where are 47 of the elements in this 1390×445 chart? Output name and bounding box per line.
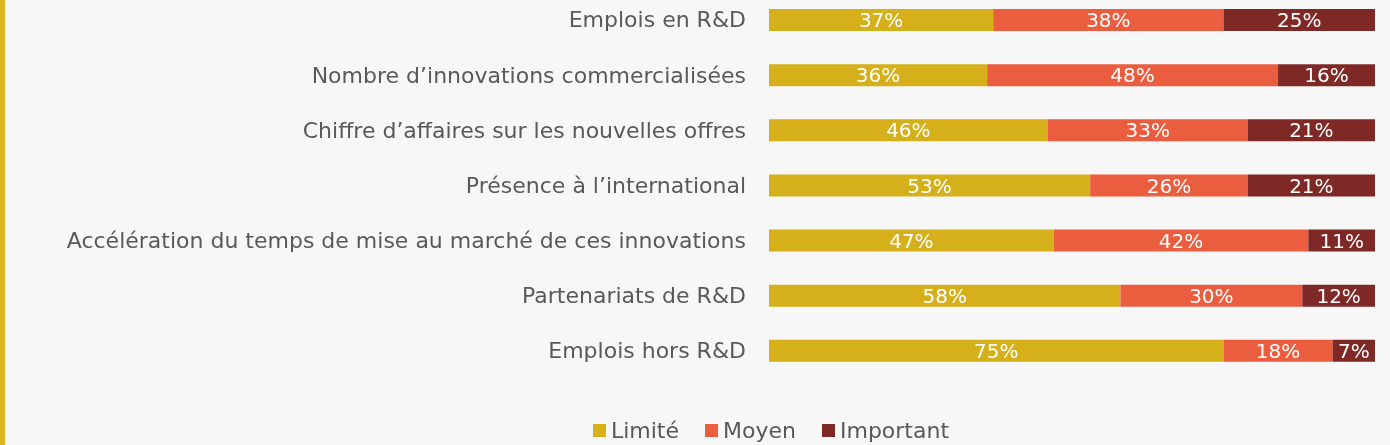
bar <box>1223 9 1375 31</box>
y-tick-label: Chiffre d’affaires sur les nouvelles offres <box>302 117 746 143</box>
y-tick-label: Emplois en R&D <box>568 7 746 33</box>
data-label: 33% <box>1125 118 1170 143</box>
bar <box>1247 174 1375 197</box>
data-label: 21% <box>1289 118 1334 143</box>
bar <box>987 64 1279 87</box>
bar <box>993 9 1224 31</box>
bar <box>769 9 994 31</box>
data-label: 46% <box>886 118 931 143</box>
y-tick-label: Présence à l’international <box>465 172 746 198</box>
bar <box>769 229 1054 252</box>
data-label: 25% <box>1277 8 1322 33</box>
legend-label: Important <box>839 418 950 443</box>
data-label: 47% <box>889 228 934 253</box>
bar <box>769 284 1121 307</box>
data-label: 58% <box>922 283 967 308</box>
bar <box>1047 119 1248 142</box>
y-tick-label: Emplois hors R&D <box>548 338 746 364</box>
data-label: 12% <box>1316 283 1361 308</box>
bar <box>1090 174 1248 197</box>
data-label: 30% <box>1189 283 1234 308</box>
data-label: 42% <box>1158 228 1204 253</box>
bar <box>769 174 1091 197</box>
y-tick-label: Partenariats de R&D <box>522 283 746 309</box>
data-label: 7% <box>1337 338 1370 363</box>
data-label: 48% <box>1110 63 1155 88</box>
data-label: 36% <box>855 63 901 88</box>
bar <box>1120 284 1303 307</box>
data-label: 37% <box>858 8 904 33</box>
data-label: 75% <box>974 338 1019 363</box>
y-tick-label: Nombre d’innovations commercialisées <box>311 62 746 88</box>
bar <box>1053 229 1309 252</box>
bar <box>769 64 988 87</box>
bar <box>769 119 1048 142</box>
data-label: 26% <box>1146 173 1192 198</box>
y-tick-label: Accélération du temps de mise au marché de ces innovations <box>66 227 746 253</box>
bar <box>1247 119 1375 142</box>
data-label: 16% <box>1304 63 1349 88</box>
data-label: 11% <box>1319 228 1364 253</box>
data-label: 21% <box>1289 173 1334 198</box>
data-label: 53% <box>907 173 952 198</box>
bar <box>769 339 1224 362</box>
legend-label: Limité <box>610 418 680 443</box>
data-label: 18% <box>1255 338 1301 363</box>
legend-label: Moyen <box>723 418 796 443</box>
data-label: 38% <box>1086 8 1131 33</box>
